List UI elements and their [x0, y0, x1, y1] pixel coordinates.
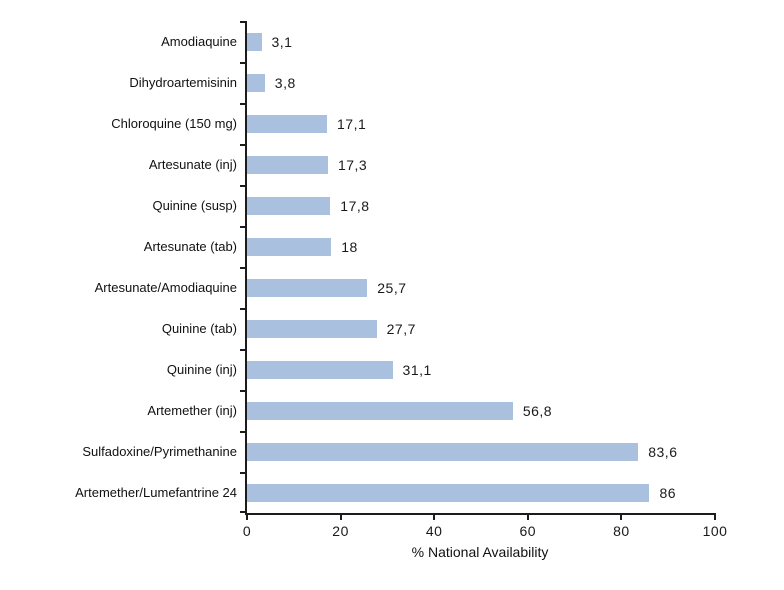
bar-value-label: 17,3: [337, 156, 368, 173]
bar-value-label: 86: [659, 484, 677, 501]
category-label: Artesunate (tab): [143, 239, 237, 254]
y-axis-tick: [240, 390, 247, 392]
y-axis-tick: [240, 431, 247, 433]
bar-row: 18: [247, 226, 715, 267]
category-label: Artesunate (inj): [148, 157, 237, 172]
bar-row: 17,3: [247, 144, 715, 185]
bar-value-label: 27,7: [386, 320, 416, 337]
bar: [247, 401, 513, 420]
y-axis-tick: [240, 349, 247, 351]
category-label: Artemether (inj): [147, 403, 237, 418]
y-axis-tick: [240, 472, 247, 474]
y-axis-tick: [240, 308, 247, 310]
bar-row: 56,8: [247, 390, 715, 431]
bar-value-label: 3,8: [274, 74, 296, 91]
bar-value-label: 3,1: [271, 33, 293, 50]
category-label: Dihydroartemisinin: [129, 75, 237, 90]
y-axis-tick: [240, 144, 247, 146]
bar: [247, 483, 650, 502]
x-axis-title: % National Availability: [411, 544, 549, 560]
bar: [247, 32, 262, 51]
y-axis-tick: [240, 21, 247, 23]
bar-row: 3,1: [247, 21, 715, 62]
y-axis-tick: [240, 511, 247, 513]
bar-row: 25,7: [247, 267, 715, 308]
y-axis-tick: [240, 62, 247, 64]
bar-row: 83,6: [247, 431, 715, 472]
x-axis-tick: [620, 513, 623, 520]
bar: [247, 278, 368, 297]
category-label: Artemether/Lumefantrine 24: [75, 485, 237, 500]
bar-value-label: 83,6: [648, 443, 678, 460]
x-axis-tick-label: 100: [702, 523, 728, 539]
x-axis-tick: [339, 513, 342, 520]
x-axis-tick-label: 40: [425, 523, 443, 539]
plot-area: 3,1 3,8 17,1 17,3 17,8 18 25,7 27,7 31,1 56,8 83,6…: [240, 21, 727, 539]
x-axis-tick: [714, 513, 716, 520]
bar-row: 3,8: [247, 62, 715, 103]
y-axis-tick: [240, 267, 247, 269]
bar-row: 17,1: [247, 103, 715, 144]
bar: [247, 196, 331, 215]
category-labels: Amodiaquine Dihydroartemisinin Chloroquine…: [0, 21, 237, 515]
bar: [247, 237, 332, 256]
x-axis-tick: [433, 513, 436, 520]
bar-value-label: 17,1: [337, 115, 367, 132]
bar: [247, 360, 393, 379]
bar-value-label: 17,8: [340, 197, 370, 214]
bar-row: 31,1: [247, 349, 715, 390]
bar: [247, 442, 639, 461]
bar-row: 17,8: [247, 185, 715, 226]
x-axis-tick-label: 20: [332, 523, 349, 539]
bar-value-label: 18: [341, 238, 358, 255]
bar: [247, 114, 328, 133]
bar: [247, 73, 265, 92]
x-axis-tick: [246, 513, 248, 520]
bar-value-label: 56,8: [522, 402, 553, 419]
bar: [247, 155, 328, 174]
category-label: Artesunate/Amodiaquine: [94, 280, 237, 295]
y-axis-tick: [240, 103, 247, 105]
category-label: Quinine (susp): [152, 198, 237, 213]
x-axis-tick-label: 0: [242, 523, 252, 539]
category-label: Chloroquine (150 mg): [111, 116, 237, 131]
category-label: Quinine (inj): [166, 362, 237, 377]
y-axis-tick: [240, 185, 247, 187]
x-axis-tick: [526, 513, 529, 520]
bar-row: 86: [247, 472, 715, 513]
bar-row: 27,7: [247, 308, 715, 349]
x-axis-tick-label: 80: [613, 523, 630, 539]
bar: [247, 319, 377, 338]
category-label: Quinine (tab): [161, 321, 237, 336]
x-axis-tick-label: 60: [519, 523, 537, 539]
bar-value-label: 31,1: [402, 361, 432, 378]
category-label: Amodiaquine: [161, 34, 237, 49]
y-axis-tick: [240, 226, 247, 228]
bar-value-label: 25,7: [377, 279, 407, 296]
category-label: Sulfadoxine/Pyrimethanine: [82, 444, 237, 459]
